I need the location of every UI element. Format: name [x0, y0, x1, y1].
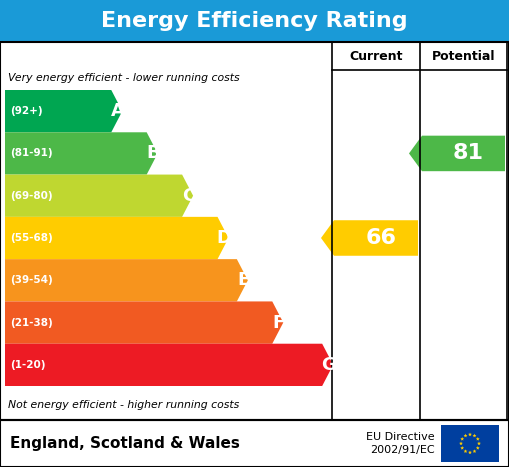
Text: (1-20): (1-20) [10, 360, 45, 370]
Polygon shape [472, 449, 476, 453]
Text: (92+): (92+) [10, 106, 43, 116]
Polygon shape [321, 220, 418, 256]
Polygon shape [409, 136, 505, 171]
Polygon shape [477, 441, 481, 445]
Text: (39-54): (39-54) [10, 275, 53, 285]
Text: F: F [273, 313, 285, 332]
Bar [0, 420, 509, 467]
Text: (21-38): (21-38) [10, 318, 53, 327]
Polygon shape [460, 437, 464, 441]
Text: Potential: Potential [432, 50, 495, 63]
Polygon shape [468, 451, 472, 454]
Text: G: G [321, 356, 336, 374]
Text: E: E [237, 271, 249, 289]
Polygon shape [5, 175, 193, 217]
Text: 66: 66 [365, 228, 397, 248]
Polygon shape [464, 449, 467, 453]
Text: Not energy efficient - higher running costs: Not energy efficient - higher running co… [8, 400, 239, 410]
Text: B: B [147, 144, 160, 163]
Text: Current: Current [349, 50, 403, 63]
Bar [0, 0, 509, 42]
Text: (81-91): (81-91) [10, 149, 52, 158]
Polygon shape [472, 434, 476, 437]
Text: EU Directive: EU Directive [366, 432, 435, 443]
Polygon shape [5, 90, 122, 132]
Bar [441, 425, 499, 462]
Polygon shape [5, 344, 333, 386]
Polygon shape [468, 432, 472, 436]
Text: C: C [182, 187, 195, 205]
Bar [0, 42, 509, 420]
Polygon shape [476, 437, 479, 441]
Text: England, Scotland & Wales: England, Scotland & Wales [10, 436, 240, 451]
Text: Energy Efficiency Rating: Energy Efficiency Rating [101, 11, 408, 31]
Polygon shape [476, 446, 479, 450]
Text: (55-68): (55-68) [10, 233, 53, 243]
Polygon shape [5, 217, 229, 259]
Polygon shape [459, 441, 463, 445]
Text: Very energy efficient - lower running costs: Very energy efficient - lower running co… [8, 73, 240, 83]
Text: D: D [216, 229, 232, 247]
Text: 81: 81 [453, 143, 484, 163]
Polygon shape [460, 446, 464, 450]
Polygon shape [5, 132, 158, 175]
Text: A: A [111, 102, 125, 120]
Text: (69-80): (69-80) [10, 191, 52, 201]
Polygon shape [5, 301, 284, 344]
Polygon shape [464, 434, 467, 437]
Text: 2002/91/EC: 2002/91/EC [371, 446, 435, 455]
Polygon shape [5, 259, 248, 301]
